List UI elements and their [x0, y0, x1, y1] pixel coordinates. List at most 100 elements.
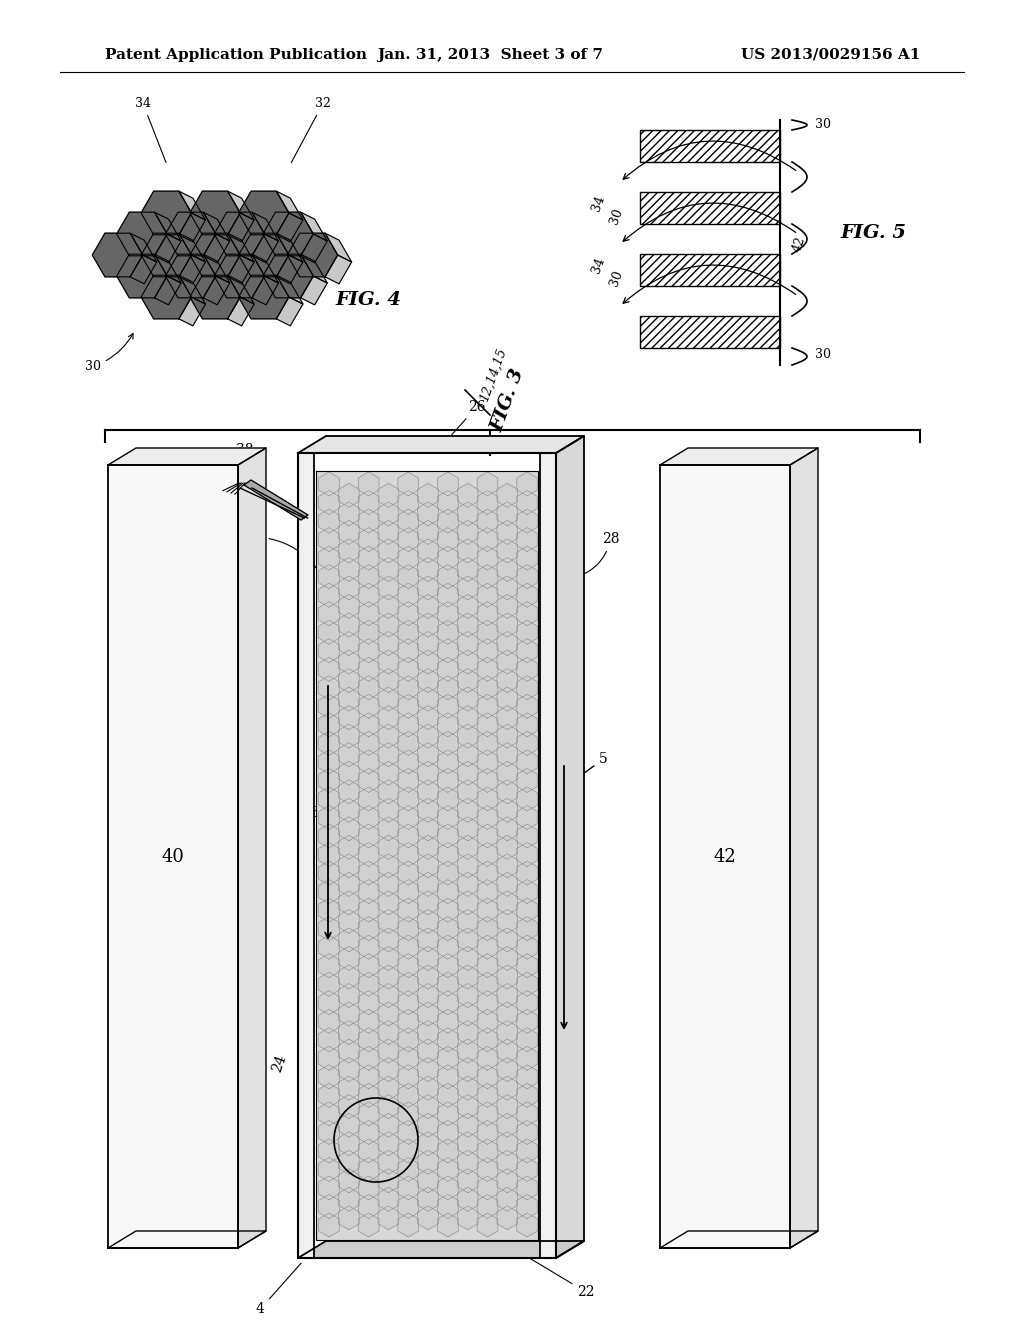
Polygon shape [358, 1102, 379, 1126]
Polygon shape [497, 762, 518, 785]
Polygon shape [318, 953, 339, 978]
Polygon shape [358, 602, 379, 626]
Polygon shape [179, 275, 206, 304]
Polygon shape [398, 805, 419, 829]
Text: Jan. 31, 2013  Sheet 3 of 7: Jan. 31, 2013 Sheet 3 of 7 [377, 48, 603, 62]
Polygon shape [358, 1084, 379, 1107]
Polygon shape [339, 928, 359, 952]
Polygon shape [458, 649, 478, 675]
Polygon shape [517, 1010, 538, 1034]
Polygon shape [437, 1195, 459, 1218]
Polygon shape [418, 1002, 438, 1026]
Text: 34: 34 [590, 193, 607, 213]
Polygon shape [339, 891, 359, 915]
Polygon shape [339, 762, 359, 785]
Polygon shape [458, 725, 478, 748]
Polygon shape [418, 762, 438, 785]
Polygon shape [458, 1076, 478, 1100]
Polygon shape [398, 491, 419, 515]
Polygon shape [398, 1047, 419, 1071]
Polygon shape [301, 213, 328, 242]
Polygon shape [418, 1094, 438, 1118]
Polygon shape [239, 191, 289, 235]
Text: 42: 42 [714, 847, 736, 866]
Polygon shape [497, 965, 518, 989]
Polygon shape [339, 1206, 359, 1230]
Polygon shape [378, 909, 398, 933]
Polygon shape [203, 234, 229, 263]
Polygon shape [497, 854, 518, 878]
Polygon shape [378, 725, 398, 748]
Polygon shape [458, 891, 478, 915]
Polygon shape [339, 1150, 359, 1175]
Text: 26: 26 [441, 400, 485, 446]
Polygon shape [378, 1094, 398, 1118]
Polygon shape [418, 743, 438, 767]
Polygon shape [458, 817, 478, 841]
Polygon shape [437, 935, 459, 960]
Polygon shape [318, 861, 339, 884]
Polygon shape [477, 565, 498, 589]
Polygon shape [477, 916, 498, 941]
Polygon shape [276, 234, 303, 261]
Polygon shape [418, 539, 438, 562]
Polygon shape [477, 1010, 498, 1034]
Polygon shape [339, 799, 359, 822]
Polygon shape [497, 502, 518, 525]
Polygon shape [339, 1094, 359, 1118]
Polygon shape [517, 842, 538, 866]
Polygon shape [517, 676, 538, 700]
Polygon shape [189, 191, 241, 235]
Text: 38: 38 [236, 444, 254, 457]
Polygon shape [398, 935, 419, 960]
Polygon shape [252, 276, 279, 305]
Text: 30: 30 [815, 119, 831, 132]
Polygon shape [318, 657, 339, 681]
Polygon shape [318, 1102, 339, 1126]
Polygon shape [166, 213, 216, 256]
Bar [316, 471, 544, 1239]
Polygon shape [477, 842, 498, 866]
Polygon shape [458, 502, 478, 525]
Polygon shape [458, 1168, 478, 1193]
Text: US 2013/0029156 A1: US 2013/0029156 A1 [740, 48, 920, 62]
Polygon shape [437, 583, 459, 607]
Polygon shape [358, 565, 379, 589]
Polygon shape [358, 1010, 379, 1034]
Polygon shape [339, 594, 359, 618]
Polygon shape [398, 620, 419, 644]
Polygon shape [437, 973, 459, 997]
Polygon shape [418, 780, 438, 804]
Polygon shape [497, 612, 518, 638]
Polygon shape [318, 731, 339, 755]
Polygon shape [477, 1065, 498, 1089]
Polygon shape [227, 191, 254, 220]
Polygon shape [130, 234, 157, 261]
Polygon shape [477, 953, 498, 978]
Polygon shape [318, 713, 339, 737]
Polygon shape [517, 639, 538, 663]
Polygon shape [437, 731, 459, 755]
Polygon shape [339, 854, 359, 878]
Polygon shape [358, 805, 379, 829]
Polygon shape [358, 1195, 379, 1218]
Polygon shape [418, 909, 438, 933]
Polygon shape [418, 1150, 438, 1175]
Text: FIG. 4: FIG. 4 [335, 290, 401, 309]
Polygon shape [497, 631, 518, 656]
Polygon shape [418, 1020, 438, 1044]
Polygon shape [517, 824, 538, 847]
Polygon shape [497, 873, 518, 896]
Polygon shape [497, 817, 518, 841]
Polygon shape [358, 731, 379, 755]
Text: 30: 30 [608, 206, 626, 226]
Polygon shape [517, 973, 538, 997]
Polygon shape [318, 565, 339, 589]
Polygon shape [497, 891, 518, 915]
Polygon shape [660, 447, 818, 465]
Polygon shape [477, 1047, 498, 1071]
Polygon shape [358, 583, 379, 607]
Polygon shape [358, 1047, 379, 1071]
Polygon shape [318, 1176, 339, 1200]
Polygon shape [418, 520, 438, 544]
